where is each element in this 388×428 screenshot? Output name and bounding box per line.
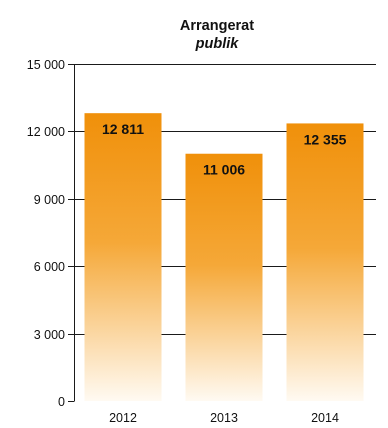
data-label: 11 006 bbox=[203, 162, 245, 178]
x-axis-ticks: 2012 2013 2014 bbox=[109, 411, 339, 425]
data-label: 12 811 bbox=[102, 121, 144, 137]
y-tick-label: 12 000 bbox=[27, 125, 65, 139]
y-tick-label: 15 000 bbox=[27, 58, 65, 72]
x-tick-label: 2013 bbox=[210, 411, 238, 425]
y-tick-label: 9 000 bbox=[34, 193, 65, 207]
y-axis-ticks: 0 3 000 6 000 9 000 12 000 15 000 bbox=[27, 58, 74, 409]
bars bbox=[84, 113, 364, 402]
data-label: 12 355 bbox=[304, 131, 347, 147]
x-tick-label: 2014 bbox=[311, 411, 339, 425]
chart-title: Arrangerat bbox=[180, 18, 254, 34]
x-tick-label: 2012 bbox=[109, 411, 137, 425]
bar-2014 bbox=[286, 123, 364, 402]
y-tick-label: 3 000 bbox=[34, 328, 65, 342]
chart-subtitle: publik bbox=[195, 36, 240, 52]
y-tick-label: 6 000 bbox=[34, 260, 65, 274]
bar-2012 bbox=[84, 113, 162, 401]
bar-2013 bbox=[185, 153, 263, 401]
y-tick-label: 0 bbox=[58, 395, 65, 409]
data-labels: 12 811 11 006 12 355 bbox=[102, 121, 347, 178]
